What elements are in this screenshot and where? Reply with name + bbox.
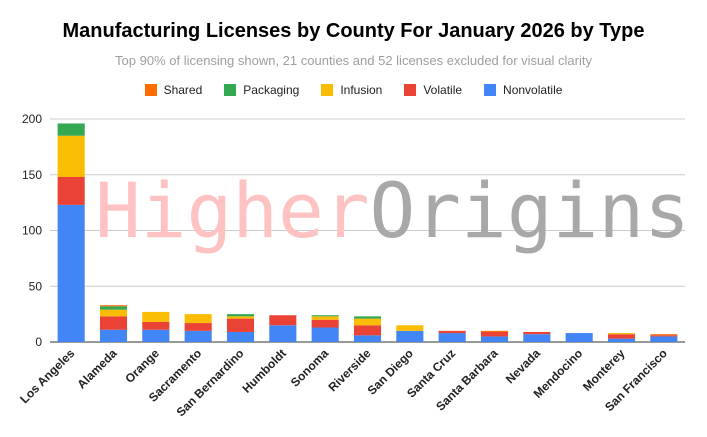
legend-swatch <box>484 84 497 96</box>
bar-volatile-riverside <box>353 325 382 336</box>
legend-swatch <box>404 84 417 96</box>
bar-nonvolatile-sonoma <box>311 327 339 342</box>
x-tick-label: Nevada <box>503 346 543 386</box>
y-tick-label: 150 <box>22 168 42 182</box>
bar-volatile-monterey <box>607 334 636 339</box>
bar-packaging-san-bernardino <box>226 314 255 317</box>
bar-nonvolatile-los-angeles <box>57 204 85 342</box>
y-tick-label: 50 <box>29 279 43 293</box>
legend-label: Packaging <box>243 83 300 97</box>
bar-infusion-riverside <box>353 318 382 326</box>
y-tick-label: 0 <box>35 335 42 349</box>
bar-volatile-nevada <box>523 331 551 335</box>
legend-swatch <box>321 84 334 96</box>
bar-nonvolatile-humboldt <box>269 325 297 342</box>
y-tick-label: 100 <box>22 224 42 238</box>
legend-swatch <box>224 84 237 96</box>
bar-volatile-san-bernardino <box>226 318 255 332</box>
bar-volatile-alameda <box>99 316 128 330</box>
watermark-origins: Origins <box>370 166 690 255</box>
bars <box>57 123 678 342</box>
bar-volatile-santa-barbara <box>480 331 509 337</box>
x-tick-label: Humboldt <box>239 346 288 395</box>
bar-nonvolatile-riverside <box>353 335 382 342</box>
bar-packaging-sonoma <box>311 315 339 317</box>
legend-label: Volatile <box>423 83 463 97</box>
x-tick-label: Sonoma <box>288 346 332 390</box>
bar-packaging-alameda <box>99 306 128 310</box>
bar-infusion-san-bernardino <box>226 316 255 319</box>
legend: Shared Packaging Infusion Volatile Nonvolati… <box>0 83 707 97</box>
bar-nonvolatile-alameda <box>99 329 128 342</box>
legend-item-volatile: Volatile <box>404 83 462 97</box>
bar-nonvolatile-monterey <box>607 338 636 342</box>
watermark: HigherOrigins <box>95 166 690 255</box>
legend-item-nonvolatile: Nonvolatile <box>484 83 562 97</box>
y-tick-labels: 0 50 100 150 200 <box>22 112 42 349</box>
bar-infusion-sacramento <box>184 314 212 324</box>
y-tick-label: 200 <box>22 112 42 126</box>
watermark-higher: Higher <box>95 166 370 255</box>
bar-volatile-sacramento <box>184 323 212 331</box>
bar-nonvolatile-san-francisco <box>650 336 678 342</box>
bar-volatile-san-francisco <box>650 335 678 337</box>
bar-nonvolatile-san-diego <box>396 330 424 342</box>
bar-volatile-humboldt <box>269 315 297 326</box>
bar-shared-alameda <box>99 305 128 307</box>
bar-infusion-orange <box>142 311 170 322</box>
bar-volatile-sonoma <box>311 319 339 328</box>
legend-item-shared: Shared <box>144 83 203 97</box>
bar-packaging-riverside <box>353 316 382 319</box>
bar-infusion-los-angeles <box>57 135 85 177</box>
chart-subtitle: Top 90% of licensing shown, 21 counties … <box>115 53 592 68</box>
bar-nonvolatile-santa-barbara <box>480 336 509 342</box>
bar-nonvolatile-santa-cruz <box>438 333 466 342</box>
bar-nonvolatile-san-bernardino <box>226 331 255 342</box>
bar-infusion-san-diego <box>396 325 424 331</box>
bar-nonvolatile-orange <box>142 329 170 342</box>
bar-volatile-orange <box>142 321 170 330</box>
bar-volatile-santa-cruz <box>438 330 466 334</box>
bar-shared-san-francisco <box>650 334 678 336</box>
x-tick-label: Alameda <box>74 346 120 392</box>
chart-title: Manufacturing Licenses by County For Jan… <box>62 20 645 42</box>
legend-label: Nonvolatile <box>503 83 563 97</box>
bar-shared-santa-barbara <box>480 330 509 332</box>
legend-label: Infusion <box>340 83 383 97</box>
x-tick-label: Los Angeles <box>17 346 77 406</box>
bar-infusion-sonoma <box>311 316 339 320</box>
bar-nonvolatile-nevada <box>523 334 551 342</box>
x-tick-label: Orange <box>122 346 162 386</box>
bar-nonvolatile-sacramento <box>184 330 212 342</box>
bar-volatile-los-angeles <box>57 176 85 205</box>
bar-nonvolatile-mendocino <box>565 333 593 342</box>
legend-label: Shared <box>163 83 203 97</box>
legend-item-packaging: Packaging <box>224 83 299 97</box>
bar-infusion-alameda <box>99 309 128 317</box>
legend-swatch <box>144 84 157 96</box>
legend-item-infusion: Infusion <box>321 83 382 97</box>
svg-text:HigherOrigins: HigherOrigins <box>95 166 690 255</box>
bar-packaging-los-angeles <box>57 123 85 136</box>
bar-infusion-monterey <box>607 333 636 335</box>
